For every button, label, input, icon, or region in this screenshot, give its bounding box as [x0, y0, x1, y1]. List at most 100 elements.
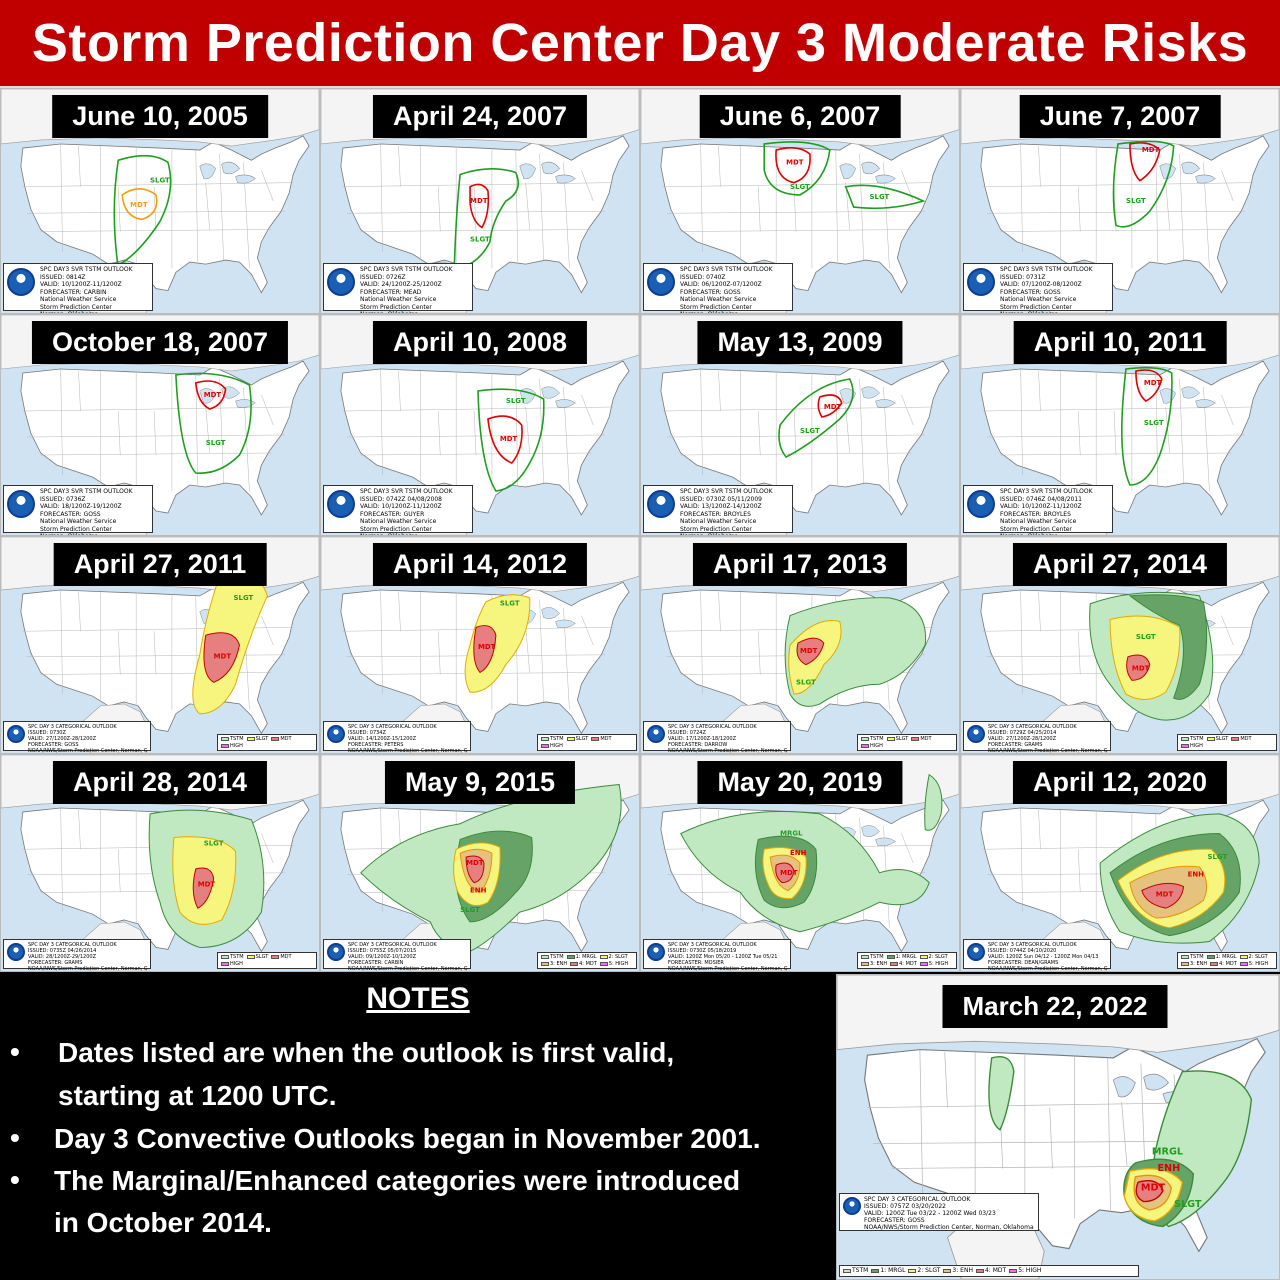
great-lake [1112, 1076, 1136, 1098]
state-border [398, 591, 401, 632]
legend-label: TSTM [870, 736, 884, 742]
us-landmass [980, 135, 1270, 294]
outlook-map-panel: MRGL ENH MDT May 20, 2019 SPC DAY 3 CATEGORI… [640, 754, 960, 972]
outlook-date-label: April 28, 2014 [52, 761, 268, 804]
legend-swatch [886, 955, 895, 959]
legend-label: 3: ENH [550, 961, 568, 967]
risk-label: SLGT [1136, 633, 1156, 641]
state-border [718, 591, 721, 632]
risk-label: MRGL [1152, 1147, 1183, 1158]
info-line: FORECASTER: GUYER [360, 510, 425, 518]
legend-item: TSTM [221, 736, 244, 742]
great-lake [519, 163, 536, 180]
state-border [581, 615, 594, 646]
info-line: SPC DAY 3 CATEGORICAL OUTLOOK [988, 942, 1077, 948]
state-border [1038, 591, 1041, 632]
outlook-map-panel: SLGT MDT April 27, 2011 SPC DAY 3 CATEGORIC… [0, 536, 320, 754]
risk-contour [763, 141, 831, 196]
legend-item: HIGH [221, 743, 243, 749]
state-border [26, 434, 286, 438]
risk-label: MDT [1156, 890, 1174, 898]
state-border [60, 808, 63, 913]
legend-swatch [861, 962, 869, 966]
us-landmass [340, 135, 630, 294]
legend-label: 1: MRGL [880, 1267, 906, 1274]
outlook-info-box: SPC DAY 3 CATEGORICAL OUTLOOK ISSUED: 073… [643, 939, 791, 971]
state-border [1121, 1102, 1128, 1166]
info-line: SPC DAY3 SVR TSTM OUTLOOK [1000, 266, 1093, 273]
state-border [1020, 143, 1023, 252]
state-border [1179, 154, 1184, 261]
legend-label: 2: SLGT [917, 1267, 941, 1274]
risk-area-mdt [1126, 654, 1151, 681]
state-border [581, 170, 594, 202]
risk-contour [175, 372, 252, 474]
risk-label: ENH [470, 886, 487, 894]
info-line: SPC DAY 3 CATEGORICAL OUTLOOK [28, 724, 117, 730]
note-2-line-1: Day 3 Convective Outlooks began in Novem… [54, 1123, 761, 1154]
risk-label: SLGT [150, 176, 170, 185]
info-line: FORECASTER: PETERS [348, 742, 404, 748]
state-border [1165, 406, 1170, 454]
legend-label: SLGT [575, 736, 589, 742]
outlook-info-box: SPC DAY3 SVR TSTM OUTLOOK ISSUED: 0736Z VA… [3, 485, 153, 535]
state-border [758, 410, 761, 456]
legend-item: HIGH [861, 743, 883, 749]
info-line: ISSUED: 0740Z [680, 273, 726, 281]
risk-label: MDT [1142, 145, 1160, 154]
outlook-date-label: June 7, 2007 [1019, 95, 1221, 138]
risk-contour [113, 154, 172, 271]
legend-label: 5: HIGH [1248, 961, 1269, 967]
great-lake [555, 174, 576, 184]
risk-label: MDT [780, 869, 798, 877]
info-line: VALID: 28/1200Z-29/1200Z [28, 954, 97, 960]
state-border [1221, 394, 1234, 426]
info-line: Norman, Oklahoma [680, 311, 789, 313]
legend-item: 2: SLGT [599, 954, 628, 960]
legend-label: MDT [1240, 736, 1252, 742]
risk-contour [775, 146, 811, 184]
us-landmass [980, 360, 1270, 516]
state-border [438, 186, 441, 232]
category-legend: TSTM SLGT MDT HIGH [1177, 734, 1277, 751]
legend-swatch [919, 955, 928, 959]
legend-swatch [599, 962, 608, 966]
legend-item: MDT [911, 736, 932, 742]
risk-area-mdt [1135, 1180, 1164, 1203]
outlook-date-label: April 10, 2008 [372, 321, 588, 364]
legend-swatch [1181, 744, 1189, 748]
risk-label: SLGT [870, 192, 890, 201]
legend-swatch [221, 737, 229, 741]
legend-label: TSTM [1190, 954, 1204, 960]
legend-swatch [1231, 737, 1240, 741]
state-border [60, 368, 63, 476]
legend-swatch [271, 737, 280, 741]
risk-label: MDT [198, 881, 216, 889]
risk-label: MDT [786, 157, 804, 166]
risk-label: MDT [1144, 379, 1162, 387]
legend-swatch [861, 744, 869, 748]
state-border [986, 434, 1246, 438]
legend-label: MDT [280, 954, 292, 960]
info-line: Norman, Oklahoma [360, 311, 469, 313]
legend-item: SLGT [886, 736, 908, 742]
legend-item: TSTM [541, 954, 564, 960]
legend-swatch [599, 955, 608, 959]
outlook-info-box: SPC DAY 3 CATEGORICAL OUTLOOK ISSUED: 073… [3, 721, 151, 753]
risk-label: MRGL [780, 830, 803, 838]
info-line: ISSUED: 0746Z 04/08/2011 [1000, 495, 1082, 503]
legend-label: SLGT [1215, 736, 1229, 742]
risk-label: SLGT [500, 600, 520, 608]
info-line: FORECASTER: GOSS [1000, 288, 1061, 296]
info-line: SPC DAY3 SVR TSTM OUTLOOK [40, 266, 133, 273]
state-border [662, 406, 934, 412]
legend-item: 5: HIGH [599, 961, 628, 967]
state-border [901, 394, 914, 426]
risk-label: SLGT [790, 182, 810, 191]
outlook-map-panel: MDT SLGT October 18, 2007 SPC DAY3 SVR TSTM… [0, 314, 320, 536]
risk-contour [844, 184, 926, 210]
legend-label: HIGH [870, 743, 883, 749]
legend-label: 1: MRGL [1215, 954, 1237, 960]
info-line: NOAA/NWS/Storm Prediction Center, Norman… [864, 1224, 1034, 1231]
info-line: FORECASTER: BROYLES [1000, 510, 1071, 518]
